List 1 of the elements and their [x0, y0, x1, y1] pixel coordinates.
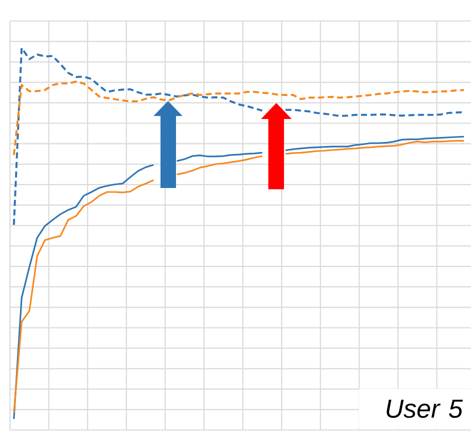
annotation: User 5: [386, 400, 463, 418]
